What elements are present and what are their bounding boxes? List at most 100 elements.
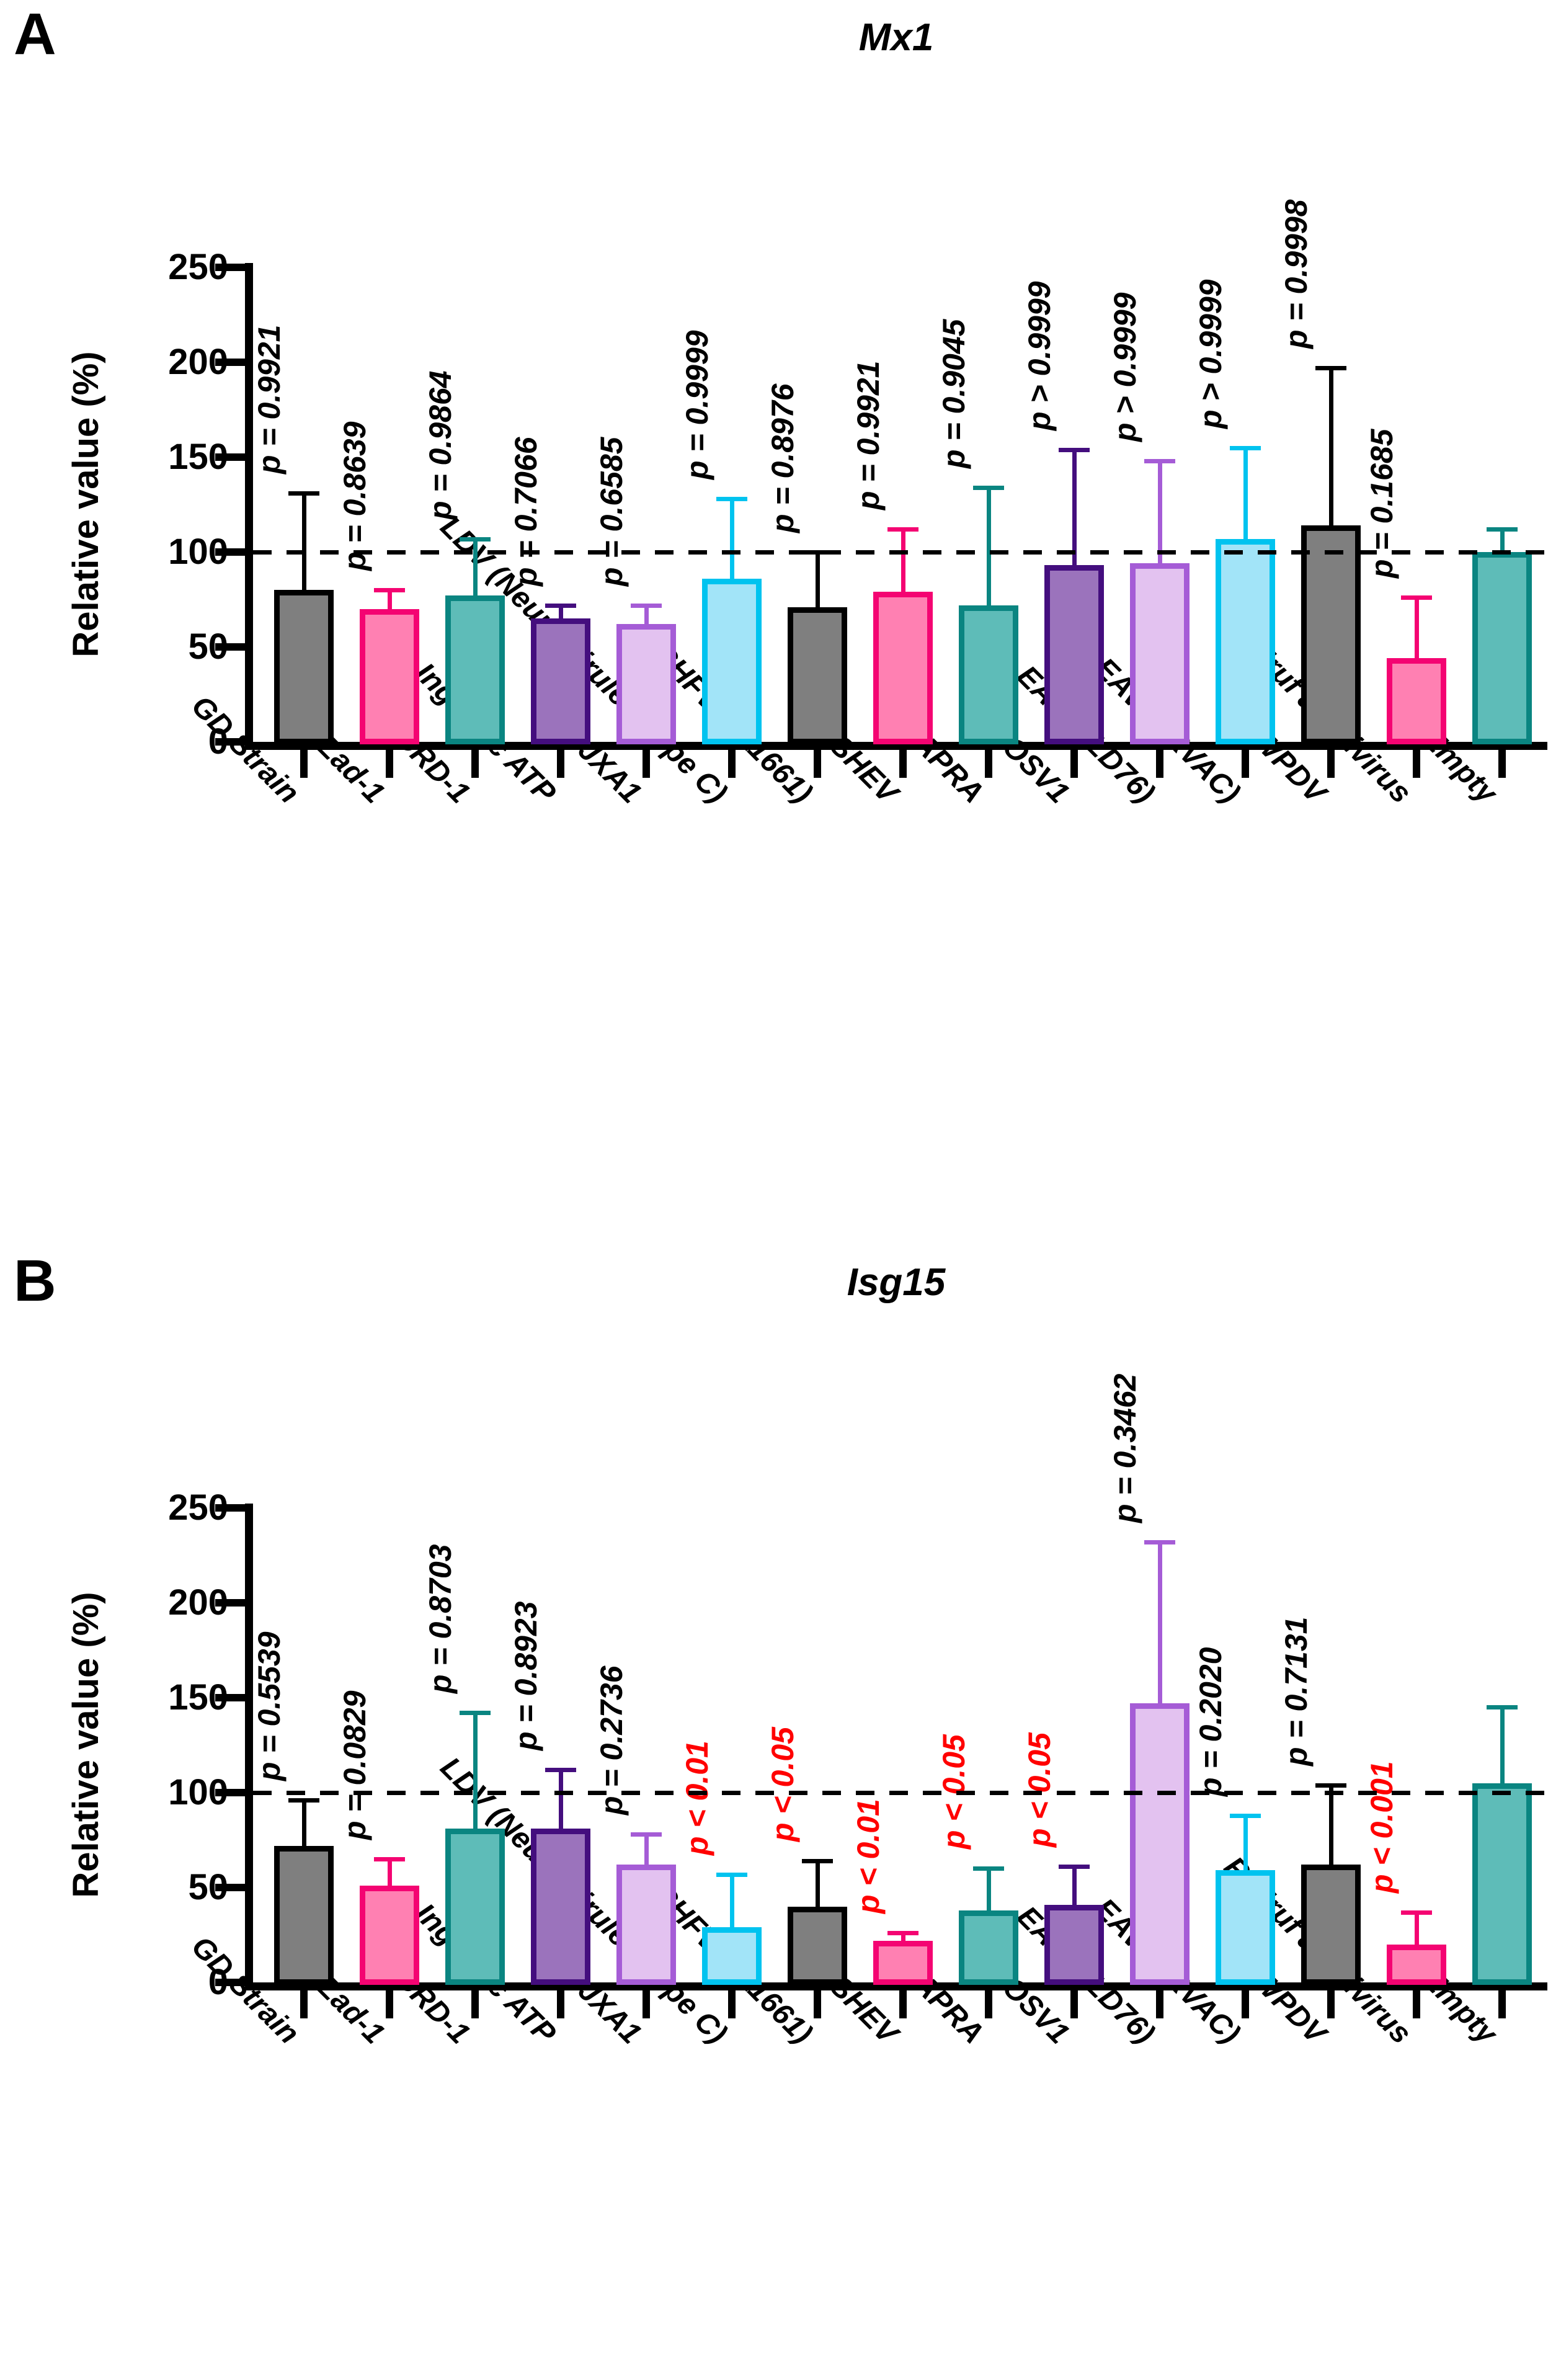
p-value-label: p = 0.9921 [252, 324, 287, 475]
p-value-label: p = 0.1685 [1364, 429, 1399, 579]
error-bar-cap [716, 1872, 747, 1877]
y-tick [215, 548, 245, 556]
error-bar-cap [1059, 447, 1090, 452]
bar [616, 624, 676, 744]
error-bar-cap [460, 537, 491, 542]
error-bar [473, 537, 478, 596]
p-value-label: p < 0.01 [680, 1740, 714, 1855]
y-tick [215, 1694, 245, 1701]
x-tick [386, 750, 393, 778]
error-bar-cap [1401, 1910, 1432, 1915]
p-value-label: p > 0.9999 [1108, 292, 1142, 442]
reference-line-100 [253, 1791, 1554, 1795]
error-bar [558, 603, 563, 619]
bar [1301, 525, 1361, 744]
error-bar [1414, 595, 1419, 659]
bar [1216, 1870, 1275, 1985]
bar [959, 1910, 1018, 1985]
error-bar-cap [887, 1931, 918, 1936]
bar [1130, 1703, 1190, 1985]
bar [1387, 658, 1446, 744]
y-tick-label: 0 [208, 721, 228, 762]
panel-b: B Isg15 0 50 100 150 200 250 Relative value (%) p… [0, 1210, 1561, 2380]
bar [788, 607, 847, 744]
bar [1472, 1783, 1532, 1985]
x-tick [471, 1990, 479, 2018]
panel-a: A Mx1 0 50 100 150 200 250 Relative value (%) p =… [14, 5, 1554, 809]
bar [1472, 552, 1532, 744]
x-tick [1156, 1990, 1163, 2018]
p-value-label: p = 0.6585 [594, 437, 629, 586]
y-tick-label: 100 [168, 532, 228, 572]
error-bar [473, 1711, 478, 1829]
bar [1130, 563, 1190, 744]
bar [702, 1927, 762, 1985]
error-bar-cap [374, 1857, 405, 1862]
p-value-label: p = 0.8703 [423, 1544, 458, 1694]
error-bar-cap [1487, 527, 1518, 532]
x-tick [1498, 1990, 1506, 2018]
x-tick [899, 1990, 907, 2018]
bar [959, 605, 1018, 744]
p-value-label: p = 0.9864 [423, 370, 458, 520]
error-bar [1072, 447, 1077, 566]
x-tick [1498, 750, 1506, 778]
x-tick [300, 1990, 308, 2018]
y-tick-label: 50 [188, 626, 228, 667]
error-bar-cap [973, 485, 1004, 490]
chart-title: Mx1 [858, 16, 934, 59]
error-bar-cap [887, 527, 918, 532]
error-bar [387, 1857, 392, 1886]
error-bar [1243, 445, 1248, 539]
error-bar-cap [545, 603, 576, 608]
y-axis-title: Relative value (%) [66, 351, 106, 657]
bar [274, 590, 334, 744]
error-bar [644, 603, 649, 625]
bar [873, 1940, 933, 1985]
error-bar [729, 1872, 734, 1928]
bar [788, 1906, 847, 1985]
error-bar-cap [288, 491, 319, 496]
p-value-label: p = 0.3462 [1108, 1373, 1142, 1523]
error-bar-cap [973, 1866, 1004, 1871]
error-bar [729, 497, 734, 579]
error-bar [301, 1798, 306, 1846]
bar [1216, 538, 1275, 744]
bar [445, 1829, 505, 1985]
x-tick [1242, 1990, 1249, 2018]
y-tick-label: 250 [168, 1487, 228, 1528]
p-value-label: p = 0.8923 [509, 1601, 543, 1751]
error-bar-cap [1230, 445, 1261, 450]
x-tick [1327, 750, 1335, 778]
bar [531, 1829, 590, 1985]
error-bar [815, 550, 820, 607]
x-tick [1413, 750, 1420, 778]
x-tick [728, 1990, 736, 2018]
x-tick [643, 750, 650, 778]
p-value-label: p < 0.01 [851, 1799, 886, 1914]
x-tick [471, 750, 479, 778]
bar [616, 1865, 676, 1985]
error-bar [815, 1859, 820, 1907]
error-bar-cap [1315, 366, 1346, 371]
y-tick [215, 1979, 245, 1986]
x-tick [985, 1990, 992, 2018]
error-bar-cap [1144, 459, 1175, 464]
p-value-label: p > 0.9999 [1193, 279, 1228, 429]
y-tick-label: 0 [208, 1962, 228, 2002]
p-value-label: p = 0.7066 [509, 437, 543, 586]
error-bar [558, 1768, 563, 1829]
p-value-label: p = 0.9921 [851, 360, 886, 510]
x-tick [985, 750, 992, 778]
error-bar [1500, 1705, 1505, 1783]
error-bar [1328, 366, 1333, 526]
bar [873, 592, 933, 744]
y-tick [215, 1789, 245, 1796]
error-bar [986, 485, 991, 605]
error-bar-cap [802, 1859, 833, 1864]
bar [1044, 1904, 1104, 1985]
x-tick [386, 1990, 393, 2018]
error-bar [301, 491, 306, 591]
error-bar [1157, 459, 1162, 564]
